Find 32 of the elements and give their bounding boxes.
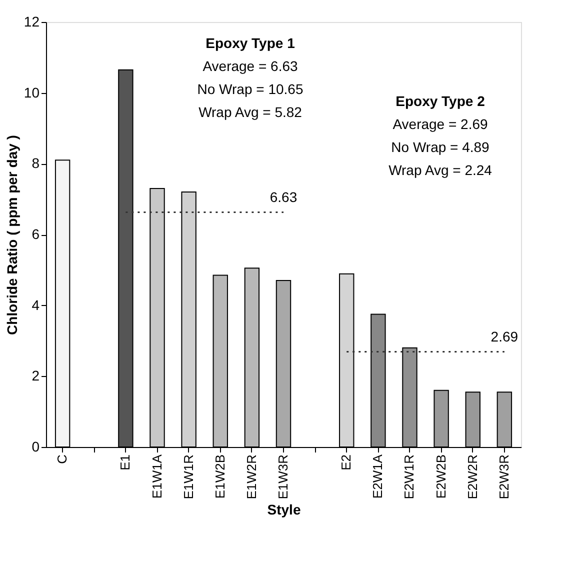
annotation: No Wrap = 4.89: [391, 139, 490, 155]
y-tick-label: 8: [32, 155, 40, 172]
y-tick-label: 0: [32, 438, 40, 454]
x-tick-label: E2W2B: [433, 454, 448, 499]
y-tick-label: 12: [24, 14, 40, 30]
x-tick-label: E2: [338, 454, 354, 470]
y-tick-label: 10: [24, 84, 40, 100]
annotation: 2.69: [490, 328, 518, 345]
annotation: Wrap Avg = 5.82: [198, 104, 302, 120]
x-tick-label: E2W1R: [402, 454, 417, 500]
x-tick-label: E2W3R: [496, 454, 512, 500]
x-tick-label: E2W1A: [370, 454, 386, 499]
y-tick-label: 2: [32, 368, 40, 384]
x-tick-label: E1: [118, 454, 133, 470]
y-tick-label: 4: [32, 296, 40, 313]
annotation: Average = 6.63: [202, 58, 298, 74]
annotation: Average = 2.69: [392, 116, 488, 132]
annotation: 6.63: [270, 189, 298, 206]
annotation: No Wrap = 10.65: [197, 81, 304, 97]
x-tick-label: E1W1A: [149, 454, 164, 499]
x-tick-label: C: [54, 454, 70, 464]
x-axis-title: Style: [267, 501, 301, 518]
x-tick-label: E2W2R: [464, 454, 480, 500]
x-tick-label: E1W2B: [212, 454, 228, 499]
x-tick-label: E1W1R: [180, 454, 196, 500]
x-tick-label: E1W2R: [244, 454, 259, 500]
y-axis-title: Chloride Ratio ( ppm per day ): [4, 135, 20, 335]
y-tick-label: 6: [32, 226, 40, 242]
annotation: Epoxy Type 2: [396, 93, 486, 109]
annotation: Epoxy Type 1: [206, 35, 296, 51]
x-tick-label: E1W3R: [276, 454, 290, 500]
annotation: Wrap Avg = 2.24: [388, 162, 492, 178]
